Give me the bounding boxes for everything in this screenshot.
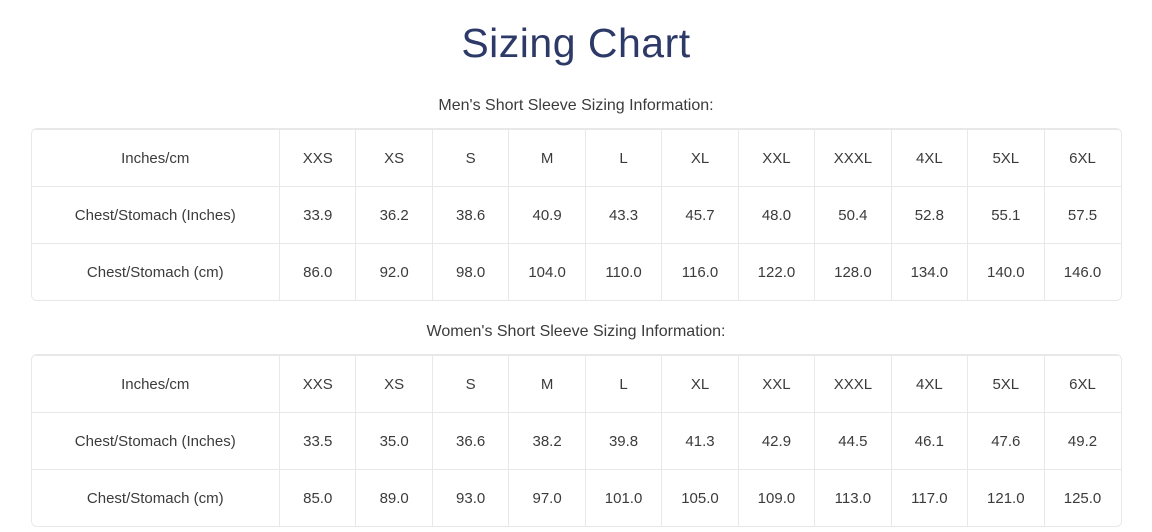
unit-header-cell: Inches/cm <box>31 355 280 413</box>
size-header-cell: L <box>584 355 662 413</box>
size-header-cell: 4XL <box>890 355 968 413</box>
measurement-cell: 122.0 <box>737 243 815 300</box>
unit-header-cell: Inches/cm <box>31 129 280 187</box>
measurement-cell: 41.3 <box>661 412 739 470</box>
size-header-cell: S <box>431 355 509 413</box>
table-row: Chest/Stomach (Inches) 33.9 36.2 38.6 40.9 43… <box>31 186 1121 244</box>
mens-sizing-section: Men's Short Sleeve Sizing Information: I… <box>0 97 1152 301</box>
measurement-cell: 43.3 <box>584 186 662 244</box>
measurement-cell: 38.6 <box>431 186 509 244</box>
measurement-cell: 125.0 <box>1043 469 1121 526</box>
womens-sizing-table-wrap: Inches/cm XXS XS S M L XL XXL XXXL 4XL 5XL 6XL Chest… <box>30 354 1122 527</box>
size-header-cell: M <box>508 355 586 413</box>
womens-section-caption: Women's Short Sleeve Sizing Information: <box>426 323 726 340</box>
size-header-cell: M <box>508 129 586 187</box>
measurement-cell: 116.0 <box>661 243 739 300</box>
measurement-cell: 98.0 <box>431 243 509 300</box>
measurement-cell: 52.8 <box>890 186 968 244</box>
measurement-cell: 85.0 <box>278 469 356 526</box>
measurement-cell: 45.7 <box>661 186 739 244</box>
measurement-cell: 104.0 <box>508 243 586 300</box>
page-title: Sizing Chart <box>461 20 691 66</box>
measurement-cell: 146.0 <box>1043 243 1121 300</box>
size-header-cell: L <box>584 129 662 187</box>
womens-sizing-table: Inches/cm XXS XS S M L XL XXL XXXL 4XL 5XL 6XL Chest… <box>31 355 1121 526</box>
measurement-cell: 89.0 <box>355 469 433 526</box>
measurement-cell: 39.8 <box>584 412 662 470</box>
measurement-cell: 105.0 <box>661 469 739 526</box>
table-row: Chest/Stomach (Inches) 33.5 35.0 36.6 38.2 39… <box>31 412 1121 470</box>
measurement-cell: 134.0 <box>890 243 968 300</box>
size-header-cell: XL <box>661 129 739 187</box>
size-header-cell: XXL <box>737 355 815 413</box>
row-label-cell: Chest/Stomach (Inches) <box>31 412 280 470</box>
measurement-cell: 46.1 <box>890 412 968 470</box>
table-row: Chest/Stomach (cm) 85.0 89.0 93.0 97.0 101.0 1… <box>31 469 1121 526</box>
measurement-cell: 92.0 <box>355 243 433 300</box>
measurement-cell: 38.2 <box>508 412 586 470</box>
measurement-cell: 121.0 <box>967 469 1045 526</box>
womens-sizing-section: Women's Short Sleeve Sizing Information:… <box>0 323 1152 527</box>
table-header-row: Inches/cm XXS XS S M L XL XXL XXXL 4XL 5XL 6XL <box>31 355 1121 413</box>
measurement-cell: 33.5 <box>278 412 356 470</box>
measurement-cell: 117.0 <box>890 469 968 526</box>
row-label-cell: Chest/Stomach (cm) <box>31 243 280 300</box>
measurement-cell: 40.9 <box>508 186 586 244</box>
measurement-cell: 86.0 <box>278 243 356 300</box>
size-header-cell: XS <box>355 355 433 413</box>
size-header-cell: XXXL <box>814 355 892 413</box>
measurement-cell: 42.9 <box>737 412 815 470</box>
measurement-cell: 35.0 <box>355 412 433 470</box>
size-header-cell: 6XL <box>1043 355 1121 413</box>
table-header-row: Inches/cm XXS XS S M L XL XXL XXXL 4XL 5XL 6XL <box>31 129 1121 187</box>
size-header-cell: 5XL <box>967 129 1045 187</box>
mens-sizing-table-wrap: Inches/cm XXS XS S M L XL XXL XXXL 4XL 5XL 6XL Chest… <box>30 128 1122 301</box>
size-header-cell: XXL <box>737 129 815 187</box>
size-header-cell: 6XL <box>1043 129 1121 187</box>
measurement-cell: 44.5 <box>814 412 892 470</box>
measurement-cell: 128.0 <box>814 243 892 300</box>
row-label-cell: Chest/Stomach (Inches) <box>31 186 280 244</box>
size-header-cell: S <box>431 129 509 187</box>
row-label-cell: Chest/Stomach (cm) <box>31 469 280 526</box>
table-row: Chest/Stomach (cm) 86.0 92.0 98.0 104.0 110.0… <box>31 243 1121 300</box>
size-header-cell: XXXL <box>814 129 892 187</box>
size-header-cell: 4XL <box>890 129 968 187</box>
measurement-cell: 48.0 <box>737 186 815 244</box>
size-header-cell: 5XL <box>967 355 1045 413</box>
measurement-cell: 47.6 <box>967 412 1045 470</box>
measurement-cell: 110.0 <box>584 243 662 300</box>
mens-sizing-table: Inches/cm XXS XS S M L XL XXL XXXL 4XL 5XL 6XL Chest… <box>31 129 1121 300</box>
size-header-cell: XXS <box>278 355 356 413</box>
measurement-cell: 36.2 <box>355 186 433 244</box>
mens-section-caption: Men's Short Sleeve Sizing Information: <box>438 97 714 114</box>
measurement-cell: 109.0 <box>737 469 815 526</box>
measurement-cell: 33.9 <box>278 186 356 244</box>
measurement-cell: 140.0 <box>967 243 1045 300</box>
measurement-cell: 36.6 <box>431 412 509 470</box>
measurement-cell: 101.0 <box>584 469 662 526</box>
measurement-cell: 55.1 <box>967 186 1045 244</box>
measurement-cell: 113.0 <box>814 469 892 526</box>
measurement-cell: 93.0 <box>431 469 509 526</box>
measurement-cell: 49.2 <box>1043 412 1121 470</box>
measurement-cell: 57.5 <box>1043 186 1121 244</box>
measurement-cell: 97.0 <box>508 469 586 526</box>
measurement-cell: 50.4 <box>814 186 892 244</box>
size-header-cell: XS <box>355 129 433 187</box>
size-header-cell: XL <box>661 355 739 413</box>
size-header-cell: XXS <box>278 129 356 187</box>
